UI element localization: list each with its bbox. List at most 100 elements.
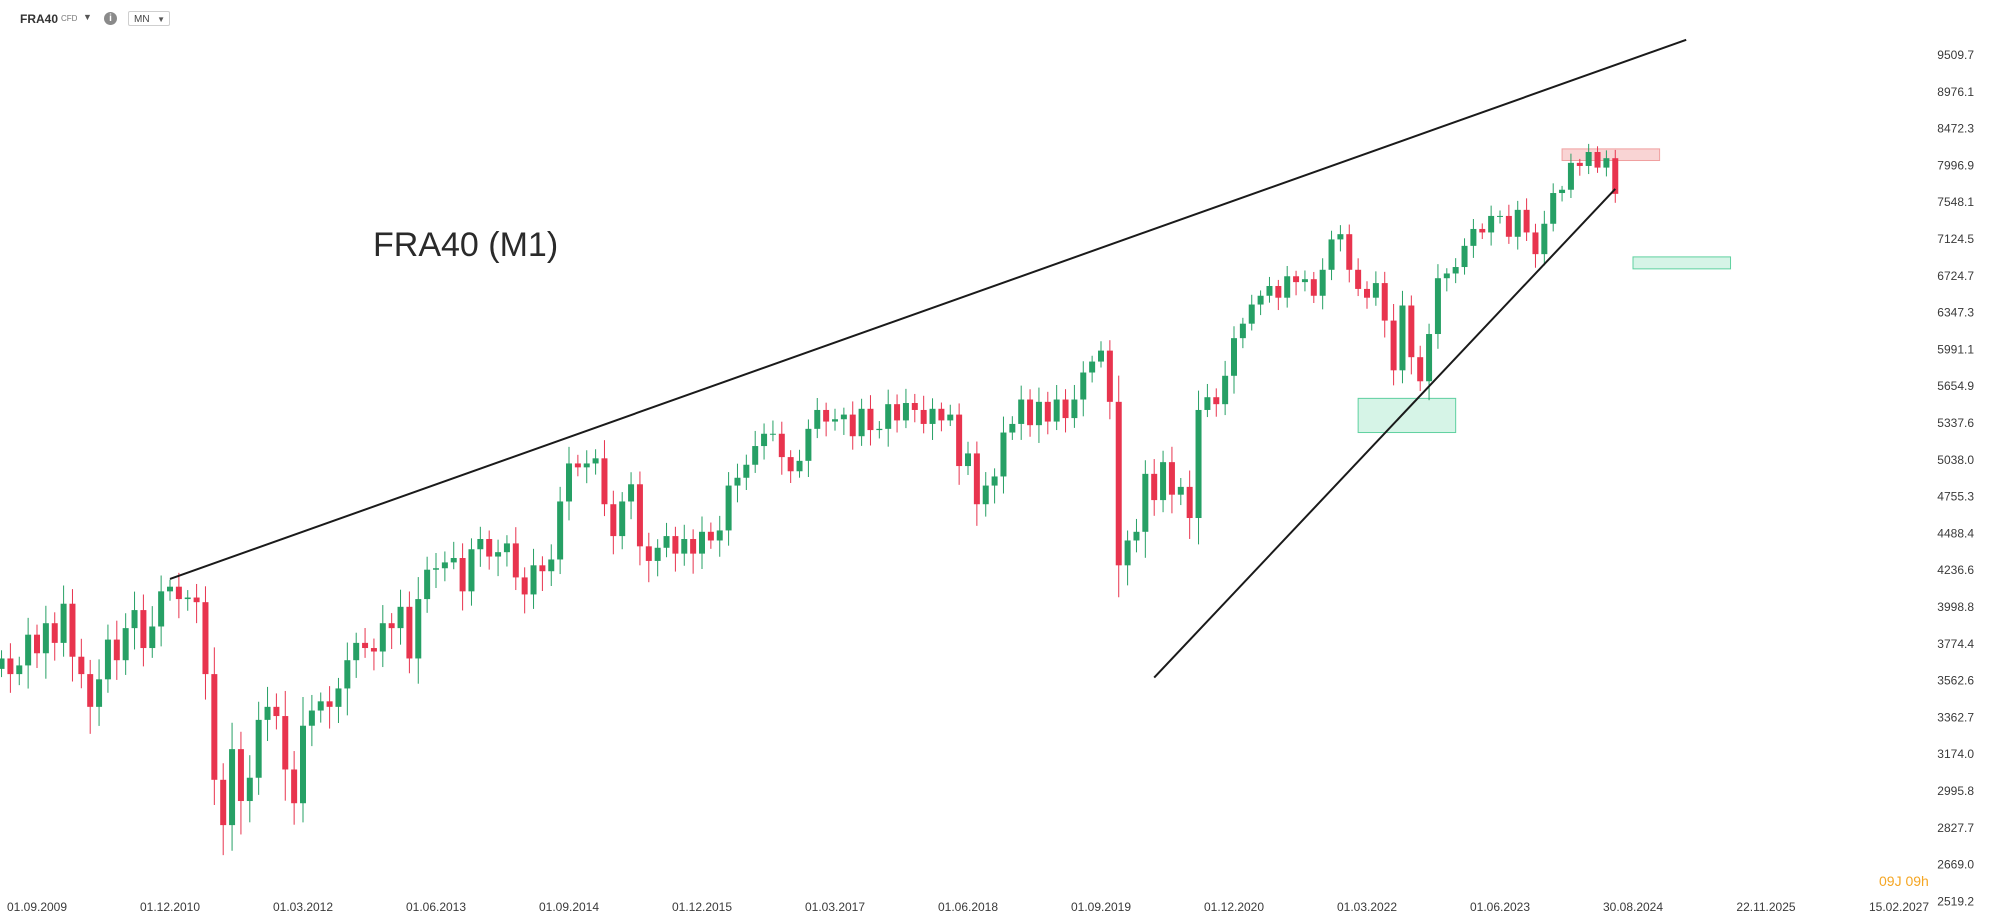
- candle: [1497, 210, 1503, 224]
- candle: [122, 613, 129, 675]
- candle: [211, 647, 218, 805]
- price-tick-label: 6724.7: [1937, 269, 1974, 283]
- candle: [1124, 530, 1131, 586]
- candle: [512, 527, 519, 591]
- candle-body-up: [1053, 399, 1060, 422]
- price-axis: 9509.7 8976.1 8472.3 7996.9 7548.1 7124.5 6724…: [1937, 48, 1974, 908]
- candle-body-up: [1222, 375, 1229, 405]
- candle-body-down: [1612, 158, 1619, 194]
- price-tick-label: 2519.2: [1937, 894, 1974, 908]
- price-tick-label: 5654.9: [1937, 379, 1974, 393]
- candle-body-down: [69, 603, 76, 657]
- candle: [1177, 477, 1184, 506]
- candle-body-up: [1372, 283, 1379, 298]
- candle: [1044, 391, 1051, 435]
- candle-body-down: [273, 706, 280, 717]
- candle: [1009, 416, 1016, 440]
- candle: [530, 548, 537, 609]
- candle: [246, 755, 253, 823]
- candle-body-down: [1044, 401, 1051, 422]
- candle: [1603, 150, 1610, 177]
- candle-body-down: [326, 701, 333, 707]
- candle: [1266, 276, 1273, 303]
- interval-selector[interactable]: MN ▼: [128, 11, 170, 26]
- candle: [1293, 270, 1300, 296]
- candle-body-up: [1284, 276, 1291, 298]
- candle: [956, 403, 963, 485]
- symbol-selector[interactable]: FRA40: [20, 12, 59, 26]
- candle: [34, 624, 40, 669]
- candle-body-up: [1497, 215, 1503, 217]
- candle: [1151, 459, 1158, 516]
- time-tick-label: 01.06.2018: [938, 900, 998, 914]
- candle-body-up: [495, 552, 502, 557]
- candle-body-down: [1532, 232, 1539, 255]
- candle-body-up: [16, 665, 23, 675]
- green-zone-2025[interactable]: [1632, 256, 1732, 270]
- candle-body-down: [1479, 228, 1486, 233]
- price-tick-label: 2827.7: [1937, 821, 1974, 835]
- candle: [1372, 271, 1379, 306]
- candle: [814, 397, 821, 439]
- candle-body-up: [1089, 361, 1096, 373]
- candle: [193, 583, 200, 624]
- candle-body-up: [1071, 399, 1078, 419]
- time-tick-label: 01.06.2013: [406, 900, 466, 914]
- candle-body-down: [282, 716, 289, 770]
- candle: [0, 650, 5, 678]
- candle: [1115, 375, 1122, 598]
- candle-body-up: [424, 569, 431, 600]
- candle-body-down: [645, 546, 652, 561]
- red-zone-2024[interactable]: [1561, 148, 1661, 162]
- interval-label: MN: [134, 14, 150, 25]
- trendlines-layer: [169, 38, 1687, 679]
- candle-body-up: [255, 719, 262, 778]
- chevron-down-icon[interactable]: ▼: [83, 12, 92, 22]
- info-icon[interactable]: i: [104, 12, 117, 25]
- candle: [929, 398, 936, 440]
- candle: [486, 530, 493, 570]
- candle: [1612, 149, 1619, 203]
- green-zone-2022[interactable]: [1357, 397, 1457, 434]
- candle: [1576, 158, 1583, 176]
- candle: [628, 472, 635, 520]
- candle: [220, 763, 227, 856]
- candle: [991, 468, 998, 504]
- instrument-type-label: CFD: [61, 14, 78, 23]
- candle: [388, 613, 395, 650]
- candle: [1248, 294, 1255, 331]
- candle: [965, 441, 971, 476]
- candle: [1213, 388, 1220, 417]
- upper-resistance-trendline[interactable]: [169, 38, 1687, 580]
- candle-body-down: [1523, 209, 1530, 233]
- candle: [237, 731, 244, 835]
- lower-support-trendline[interactable]: [1153, 188, 1616, 679]
- candle-body-down: [973, 453, 980, 505]
- candle: [16, 656, 23, 686]
- price-tick-label: 9509.7: [1937, 48, 1974, 62]
- time-tick-label: 01.03.2022: [1337, 900, 1397, 914]
- candle: [69, 589, 76, 682]
- candle-body-up: [530, 565, 537, 595]
- candle-body-up: [654, 547, 661, 561]
- candle: [716, 515, 723, 557]
- candle-body-up: [167, 586, 173, 592]
- candle-body-up: [441, 562, 448, 569]
- candle: [415, 577, 422, 684]
- candle-body-down: [1293, 276, 1300, 283]
- candle: [743, 454, 750, 491]
- candle: [1390, 304, 1397, 386]
- candle-body-up: [557, 501, 564, 560]
- price-tick-label: 6347.3: [1937, 306, 1974, 320]
- candle-body-up: [548, 559, 555, 572]
- price-tick-label: 5991.1: [1937, 342, 1974, 356]
- candle-body-up: [1461, 245, 1468, 268]
- candle-body-down: [1355, 269, 1362, 289]
- candle: [167, 579, 173, 601]
- time-tick-label: 01.03.2012: [273, 900, 333, 914]
- candle: [539, 556, 546, 591]
- candle-body-up: [1257, 295, 1264, 305]
- candle-body-down: [707, 531, 714, 541]
- candle-body-up: [1239, 323, 1246, 339]
